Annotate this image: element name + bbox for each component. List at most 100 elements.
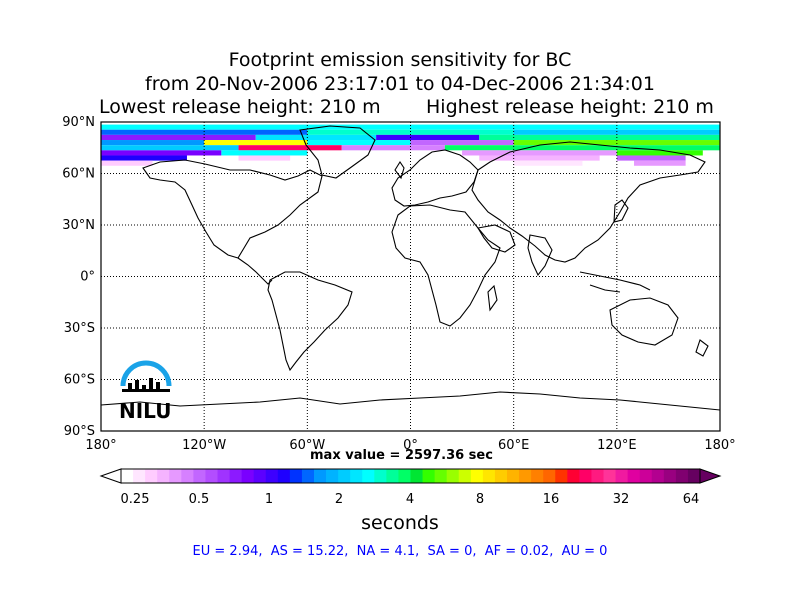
sensitivity-cell: [101, 145, 239, 151]
sensitivity-cell: [101, 160, 153, 166]
colorbar-cell: [627, 469, 641, 483]
sensitivity-cell: [101, 129, 308, 135]
longitude-tick-label: 60°W: [289, 438, 325, 453]
sensitivity-cell: [616, 155, 686, 161]
longitude-tick-label: 180°: [85, 438, 116, 453]
colorbar-cell: [386, 469, 399, 483]
colorbar-cell: [494, 469, 508, 483]
colorbar-cell: [651, 469, 665, 483]
sensitivity-cell: [204, 140, 308, 146]
latitude-tick-label: 90°N: [62, 115, 95, 130]
latitude-tick-label: 30°S: [64, 321, 95, 336]
colorbar-cell: [663, 469, 677, 483]
colorbar-cell: [531, 469, 544, 483]
sensitivity-cell: [634, 160, 686, 166]
colorbar-cell: [374, 469, 387, 483]
title-highest-release: Highest release height: 210 m: [426, 96, 714, 118]
max-value: max value = 2597.36 sec: [310, 448, 493, 463]
colorbar-tick: 8: [475, 492, 485, 507]
colorbar-cell: [398, 469, 411, 483]
colorbar-cell: [639, 469, 653, 483]
colorbar-cell: [289, 469, 303, 483]
colorbar-cell: [519, 469, 532, 483]
sensitivity-cell: [513, 129, 720, 135]
colorbar-label: seconds: [361, 512, 439, 534]
sensitivity-cell: [410, 140, 514, 146]
title-line-2: from 20-Nov-2006 23:17:01 to 04-Dec-2006…: [145, 73, 655, 95]
colorbar-cell: [603, 469, 616, 483]
colorbar-tick: 1: [264, 492, 274, 507]
graticule: [101, 122, 720, 431]
colorbar-cell: [133, 469, 146, 483]
colorbar-cell: [277, 469, 291, 483]
sensitivity-cell: [101, 134, 256, 141]
colorbar-cell: [567, 469, 580, 483]
colorbar-cell: [555, 469, 568, 483]
colorbar-tick: 2: [334, 492, 344, 507]
colorbar-cell: [362, 469, 375, 483]
colorbar-cell: [326, 469, 339, 483]
latitude-tick-label: 0°: [80, 270, 95, 285]
sensitivity-cell: [101, 124, 720, 130]
colorbar-tick: 0.5: [188, 492, 210, 507]
colorbar-cell: [543, 469, 556, 483]
sensitivity-cell: [238, 155, 291, 161]
longitude-tick-label: 0°: [403, 438, 418, 453]
latitude-labels: 90°N 60°N 30°N 0° 30°S 60°S 90°S: [62, 115, 95, 439]
colorbar-cell: [446, 469, 460, 483]
sensitivity-cell: [444, 145, 720, 151]
longitude-labels: 180° 120°W 60°W 0° 60°E 120°E 180°: [85, 438, 735, 453]
sensitivity-cell: [307, 129, 514, 135]
title-lowest-release: Lowest release height: 210 m: [99, 96, 381, 118]
sensitivity-cell: [221, 150, 308, 156]
latitude-tick-label: 60°N: [62, 167, 95, 182]
colorbar-cell: [241, 469, 255, 483]
colorbar-cell: [507, 469, 520, 483]
colorbar-cell: [205, 469, 218, 483]
logo-text: NILU: [119, 399, 171, 423]
colorbar-cell: [338, 469, 351, 483]
sensitivity-cell: [101, 150, 222, 156]
colorbar-tick: 32: [612, 492, 630, 507]
sensitivity-cell: [616, 150, 703, 156]
colorbar-cell: [579, 469, 592, 483]
sensitivity-cell: [307, 140, 411, 146]
colorbar-tick: 0.25: [120, 492, 150, 507]
colorbar-tick: 64: [682, 492, 700, 507]
longitude-tick-label: 120°W: [182, 438, 226, 453]
colorbar-cell: [434, 469, 448, 483]
coastlines: [101, 125, 720, 411]
colorbar-cell: [217, 469, 230, 483]
colorbar-cell: [181, 469, 194, 483]
sensitivity-cell: [513, 140, 720, 146]
colorbar-cell: [470, 469, 484, 483]
map-frame: [100, 121, 721, 432]
colorbar-cell: [229, 469, 243, 483]
colorbar-cell: [301, 469, 315, 483]
sensitivity-cell: [255, 134, 377, 141]
sensitivity-cell: [101, 155, 187, 161]
colorbar-cell: [121, 469, 134, 483]
colorbar-tick: 16: [542, 492, 560, 507]
colorbar-cell: [687, 469, 701, 483]
sensitivity-cell: [341, 145, 445, 151]
colorbar-cell: [591, 469, 604, 483]
colorbar-cell: [410, 469, 423, 483]
latitude-tick-label: 60°S: [64, 373, 95, 388]
colorbar-cell: [314, 469, 327, 483]
colorbar-cell: [422, 469, 436, 483]
colorbar-cell: [157, 469, 170, 483]
sensitivity-field: [101, 124, 720, 166]
colorbar-cell: [675, 469, 689, 483]
colorbar-cell: [265, 469, 279, 483]
colorbar-cell: [458, 469, 472, 483]
sensitivity-cell: [479, 134, 720, 141]
colorbar-cell: [193, 469, 206, 483]
longitude-tick-label: 180°: [704, 438, 735, 453]
sensitivity-cell: [376, 134, 480, 141]
region-values: EU = 2.94, AS = 15.22, NA = 4.1, SA = 0,…: [192, 544, 608, 559]
colorbar-cell: [253, 469, 267, 483]
title-line-1: Footprint emission sensitivity for BC: [228, 49, 572, 71]
colorbar-cell: [482, 469, 496, 483]
